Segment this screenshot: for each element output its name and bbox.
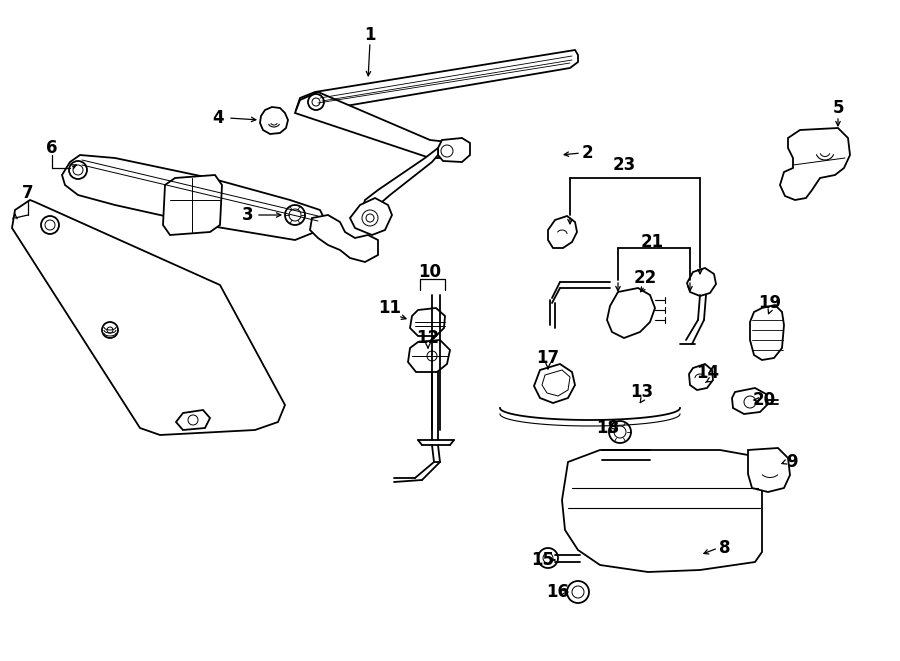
Text: 9: 9 xyxy=(787,453,797,471)
Circle shape xyxy=(609,421,631,443)
Polygon shape xyxy=(310,215,378,262)
Circle shape xyxy=(312,98,320,106)
Polygon shape xyxy=(62,155,325,240)
Polygon shape xyxy=(176,410,210,430)
Circle shape xyxy=(69,161,87,179)
Text: 1: 1 xyxy=(364,26,376,44)
Polygon shape xyxy=(362,148,438,218)
Text: 17: 17 xyxy=(536,349,560,367)
Polygon shape xyxy=(687,268,716,296)
Polygon shape xyxy=(163,175,222,235)
Text: 23: 23 xyxy=(612,156,635,174)
Text: 4: 4 xyxy=(212,109,224,127)
Polygon shape xyxy=(689,364,713,390)
Circle shape xyxy=(427,351,437,361)
Polygon shape xyxy=(408,340,450,372)
Polygon shape xyxy=(534,364,575,403)
Text: 8: 8 xyxy=(719,539,731,557)
Circle shape xyxy=(572,586,584,598)
Text: 6: 6 xyxy=(46,139,58,157)
Polygon shape xyxy=(748,448,790,492)
Text: 18: 18 xyxy=(597,419,619,437)
Circle shape xyxy=(538,548,558,568)
Circle shape xyxy=(188,415,198,425)
Text: 3: 3 xyxy=(242,206,254,224)
Circle shape xyxy=(102,322,118,338)
Text: 19: 19 xyxy=(759,294,781,312)
Circle shape xyxy=(362,210,378,226)
Circle shape xyxy=(366,214,374,222)
Polygon shape xyxy=(260,107,288,134)
Text: 14: 14 xyxy=(697,364,720,382)
Text: 20: 20 xyxy=(752,391,776,409)
Polygon shape xyxy=(607,288,655,338)
Text: 11: 11 xyxy=(379,299,401,317)
Text: 15: 15 xyxy=(532,551,554,569)
Circle shape xyxy=(614,426,626,438)
Text: 16: 16 xyxy=(546,583,570,601)
Polygon shape xyxy=(562,450,762,572)
Polygon shape xyxy=(295,92,452,158)
Circle shape xyxy=(308,94,324,110)
Text: 2: 2 xyxy=(581,144,593,162)
Circle shape xyxy=(45,220,55,230)
Polygon shape xyxy=(542,370,570,396)
Polygon shape xyxy=(548,216,577,248)
Polygon shape xyxy=(350,198,392,235)
Circle shape xyxy=(41,216,59,234)
Circle shape xyxy=(289,209,301,221)
Circle shape xyxy=(73,165,83,175)
Text: 21: 21 xyxy=(641,233,663,251)
Text: 5: 5 xyxy=(832,99,844,117)
Circle shape xyxy=(441,145,453,157)
Circle shape xyxy=(567,581,589,603)
Polygon shape xyxy=(410,308,445,336)
Text: 13: 13 xyxy=(630,383,653,401)
Polygon shape xyxy=(12,200,285,435)
Polygon shape xyxy=(296,50,578,112)
Circle shape xyxy=(285,205,305,225)
Text: 22: 22 xyxy=(634,269,657,287)
Circle shape xyxy=(543,553,553,563)
Circle shape xyxy=(744,396,756,408)
Text: 12: 12 xyxy=(417,329,439,347)
Polygon shape xyxy=(732,388,768,414)
Polygon shape xyxy=(750,305,784,360)
Polygon shape xyxy=(780,128,850,200)
Circle shape xyxy=(107,327,113,333)
Text: 7: 7 xyxy=(22,184,34,202)
Polygon shape xyxy=(438,138,470,162)
Text: 10: 10 xyxy=(418,263,442,281)
